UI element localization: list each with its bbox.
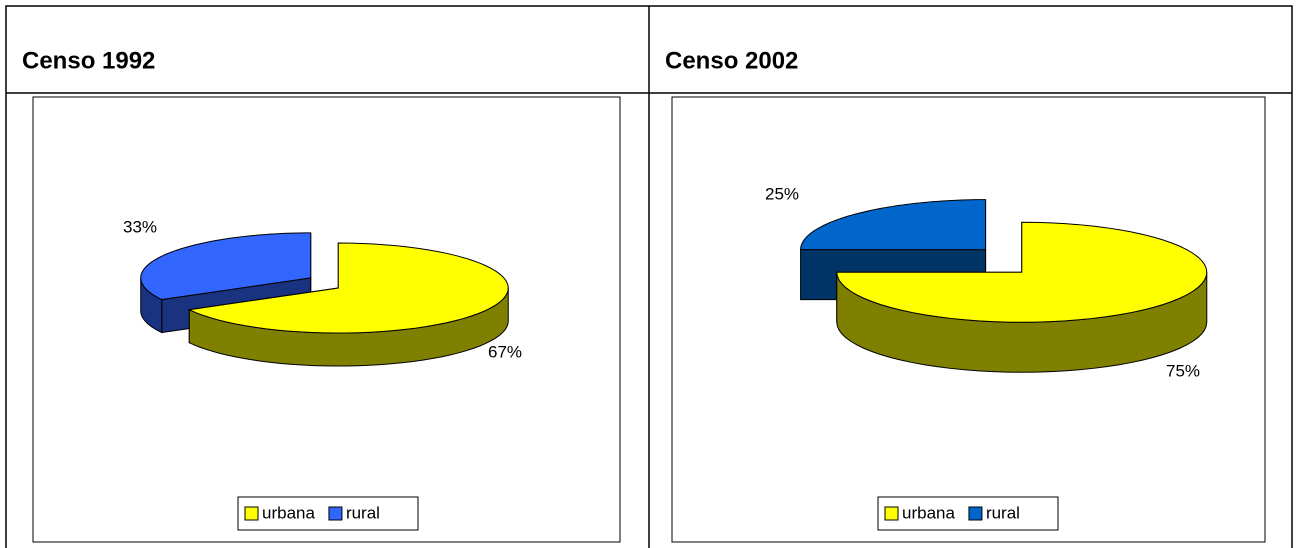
slice <box>836 221 1208 323</box>
legend-swatch <box>884 506 899 521</box>
slice <box>140 232 312 301</box>
chart-title: Censo 1992 <box>22 47 155 74</box>
legend-label: rural <box>346 503 380 522</box>
legend <box>877 496 1059 531</box>
data-label: 75% <box>1166 361 1200 380</box>
legend-label: urbana <box>902 503 955 522</box>
legend-swatch <box>328 506 343 521</box>
slice <box>800 199 987 251</box>
data-label: 67% <box>488 342 522 361</box>
legend-swatch <box>244 506 259 521</box>
legend-swatch <box>968 506 983 521</box>
data-label: 25% <box>765 184 799 203</box>
legend <box>237 496 419 531</box>
chart-title: Censo 2002 <box>665 47 798 74</box>
legend-label: urbana <box>262 503 315 522</box>
data-label: 33% <box>123 217 157 236</box>
legend-label: rural <box>986 503 1020 522</box>
slice <box>187 242 509 334</box>
